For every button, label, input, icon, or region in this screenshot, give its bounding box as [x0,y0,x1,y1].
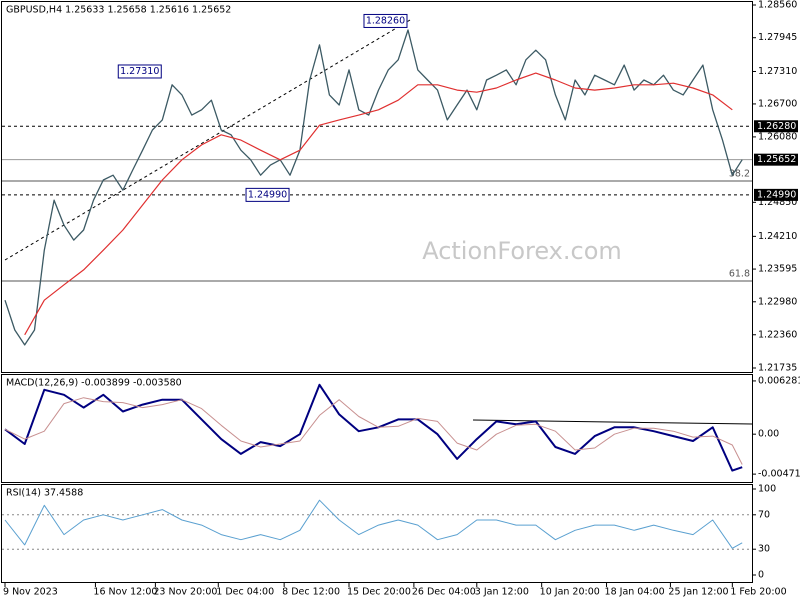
panel-title: GBPUSD,H4 1.25633 1.25658 1.25616 1.2565… [6,5,231,16]
price-label-box [245,187,290,202]
y-tick-label: 1.22360 [758,329,797,340]
x-tick-label: 3 Jan 12:00 [475,587,529,598]
fib-label: 61.8 [729,269,750,280]
rsi-panel [1,484,753,583]
price-line-box [754,188,798,201]
fib-label: 38.2 [729,169,750,180]
price-label: 1.24990 [248,189,287,200]
x-tick-label: 9 Nov 2023 [3,587,58,598]
y-tick-label: 0.006281 [758,375,800,386]
price-panel [1,1,753,373]
x-tick-label: 10 Jan 20:00 [540,587,600,598]
series-line [4,499,743,549]
macd-trend-line [472,419,753,425]
y-tick-label: 0.00 [758,429,779,440]
y-tick-label: 1.26700 [758,98,797,109]
y-tick-label: 70 [758,509,770,520]
y-tick-label: 1.22980 [758,296,797,307]
series-line [4,397,743,465]
x-tick-label: 18 Jan 04:00 [605,587,665,598]
price-label-box [363,13,408,28]
y-tick-label: 100 [758,484,776,495]
y-tick-label: 1.26080 [758,131,797,142]
price-label-box [117,64,162,79]
y-tick-label: 30 [758,544,770,555]
y-tick-label: -0.004711 [758,469,800,480]
y-tick-label: 1.21735 [758,363,797,374]
price-label: 1.27310 [120,66,159,77]
price-line-box [754,120,798,133]
y-tick-label: 1.23595 [758,264,797,275]
y-tick-label: 0 [758,570,764,581]
panel-title: MACD(12,26,9) -0.003899 -0.003580 [6,378,182,389]
x-tick-label: 15 Dec 20:00 [347,587,411,598]
x-tick-label: 8 Dec 12:00 [282,587,340,598]
price-line-box [754,153,798,166]
trend-line [4,19,411,261]
series-line [24,72,733,336]
x-tick-label: 1 Dec 04:00 [216,587,274,598]
y-tick-label: 1.24210 [758,231,797,242]
x-tick-label: 1 Feb 20:00 [730,587,786,598]
panel-title: RSI(14) 37.4588 [6,488,83,499]
y-tick-label: 1.28560 [758,0,797,11]
y-tick-label: 1.24850 [758,197,797,208]
x-tick-label: 26 Dec 04:00 [412,587,476,598]
price-line-label: 1.25652 [757,154,796,165]
x-tick-label: 16 Nov 12:00 [93,587,157,598]
x-tick-label: 25 Jan 12:00 [668,587,728,598]
watermark: ActionForex.com [422,237,622,265]
y-tick-label: 1.27945 [758,32,797,43]
x-tick-label: 23 Nov 20:00 [153,587,217,598]
y-tick-label: 1.27310 [758,66,797,77]
price-line-label: 1.26280 [757,121,796,132]
series-line [4,29,743,346]
price-label: 1.28260 [366,15,405,26]
price-line-label: 1.24990 [757,189,796,200]
